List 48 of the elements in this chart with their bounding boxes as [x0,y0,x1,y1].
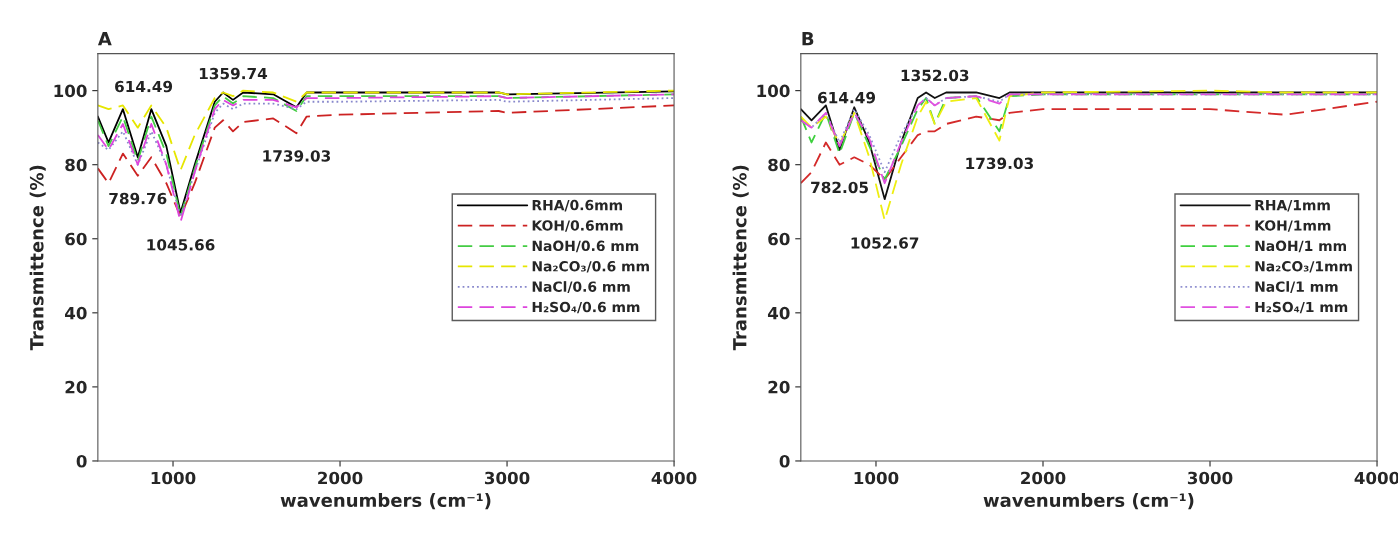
legend-label: NaOH/1 mm [1255,240,1347,253]
annotation: 1045.66 [147,239,215,251]
legend-label: NaOH/0.6 mm [532,240,639,253]
y-tick-label: 0 [779,454,790,468]
annotation: 1052.67 [851,237,919,249]
y-tick-label: 80 [65,158,87,172]
legend-label: H₂SO₄/1 mm [1255,301,1348,314]
chart-title: B [802,32,814,46]
x-tick-label: 2000 [318,471,363,485]
legend-label: KOH/1mm [1255,220,1331,232]
annotation: 614.49 [115,80,173,93]
annotation: 789.76 [109,192,167,205]
x-tick-label: 3000 [1187,471,1233,485]
chart-title: A [97,32,112,46]
y-tick-label: 60 [65,232,87,246]
y-axis-title: Transmittence (%) [732,165,749,351]
x-tick-label: 1000 [151,471,196,485]
y-tick-label: 40 [65,306,87,320]
x-axis-title: wavenumbers (cm⁻¹) [280,493,491,510]
annotation: 614.49 [818,91,876,104]
line-series [800,89,1378,222]
y-tick-label: 20 [65,380,87,394]
legend-label: NaCl/1 mm [1255,281,1338,293]
legend-label: H₂SO₄/0.6 mm [532,301,640,314]
y-tick-label: 60 [768,232,790,246]
x-tick-label: 1000 [854,471,899,485]
legend-label: Na₂CO₃/1mm [1255,261,1352,273]
legend-label: KOH/0.6mm [532,220,623,232]
annotation: 782.05 [811,181,868,194]
annotation: 1739.03 [263,150,331,162]
x-tick-label: 2000 [1021,471,1066,485]
y-tick-label: 100 [54,84,87,98]
legend-label: NaCl/0.6 mm [532,281,630,293]
annotation: 1359.74 [199,67,268,80]
y-tick-label: 20 [768,380,790,394]
y-tick-label: 100 [757,84,790,98]
x-tick-label: 4000 [651,471,697,485]
legend-label: Na₂CO₃/0.6 mm [532,261,649,273]
annotation: 1739.03 [966,157,1033,170]
y-axis-title: Transmittence (%) [29,165,46,351]
y-tick-label: 0 [76,454,87,468]
x-axis-title: wavenumbers (cm⁻¹) [983,493,1194,510]
x-tick-label: 3000 [484,471,530,485]
annotation: 1352.03 [901,69,969,82]
legend-label: RHA/1mm [1255,200,1330,212]
y-tick-label: 40 [767,306,790,320]
y-tick-label: 80 [768,158,790,172]
legend-label: RHA/0.6mm [532,199,623,212]
